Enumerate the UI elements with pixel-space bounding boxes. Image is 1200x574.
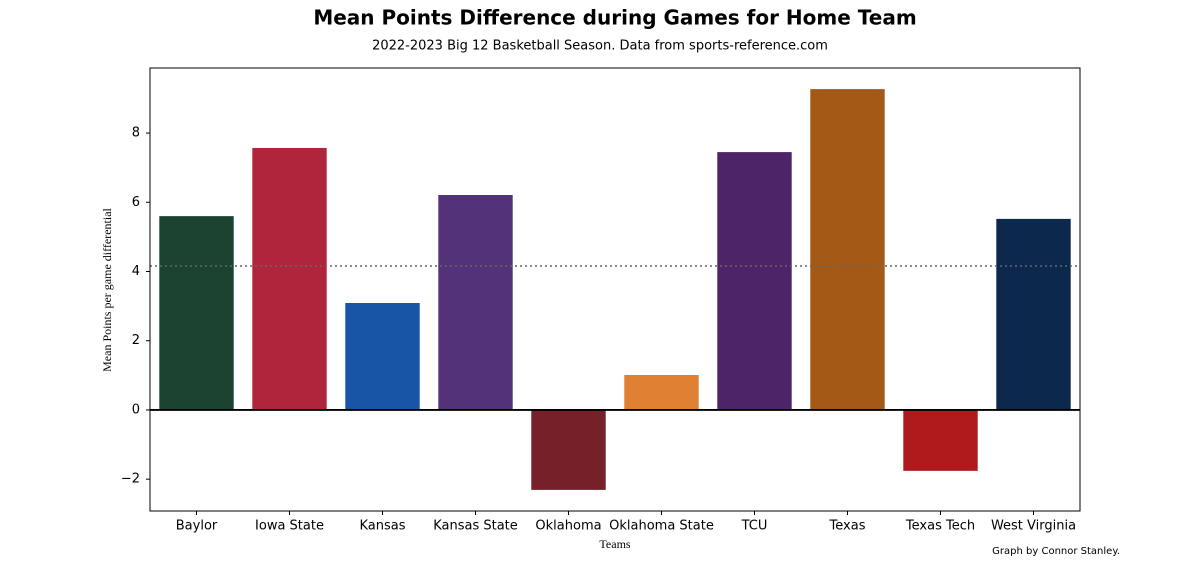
x-tick-label: Iowa State [255, 519, 324, 534]
x-tick-label: Oklahoma State [609, 519, 714, 534]
bar [717, 152, 792, 410]
x-tick-label: Oklahoma [535, 519, 601, 534]
annotation: Graph by Connor Stanley. [992, 546, 1120, 557]
bar [252, 147, 327, 410]
y-tick-label: 4 [132, 264, 140, 279]
bar [531, 409, 606, 490]
bar [903, 409, 978, 471]
y-tick-label: 6 [132, 195, 140, 210]
x-axis-label: Teams [599, 537, 630, 551]
bar [996, 218, 1071, 410]
bar [159, 216, 234, 410]
bar [345, 302, 420, 410]
y-axis-label: Mean Points per game differential [100, 207, 114, 371]
x-tick-label: TCU [741, 519, 768, 534]
bar [810, 89, 885, 410]
y-tick-label: 2 [132, 333, 140, 348]
bar [438, 195, 513, 410]
y-tick-label: 8 [132, 126, 140, 141]
y-tick-label: 0 [132, 402, 140, 417]
bar [624, 374, 699, 410]
y-tick-label: −2 [121, 472, 140, 487]
x-tick-label: West Virginia [991, 519, 1076, 534]
x-tick-label: Texas Tech [905, 519, 975, 534]
x-tick-label: Kansas State [433, 519, 518, 534]
x-tick-label: Kansas [359, 519, 405, 534]
plot-frame [149, 67, 1081, 512]
x-tick-label: Texas [829, 519, 866, 534]
chart-subtitle: 2022-2023 Big 12 Basketball Season. Data… [372, 39, 828, 54]
x-tick-label: Baylor [176, 519, 218, 534]
chart-title: Mean Points Difference during Games for … [313, 6, 916, 30]
